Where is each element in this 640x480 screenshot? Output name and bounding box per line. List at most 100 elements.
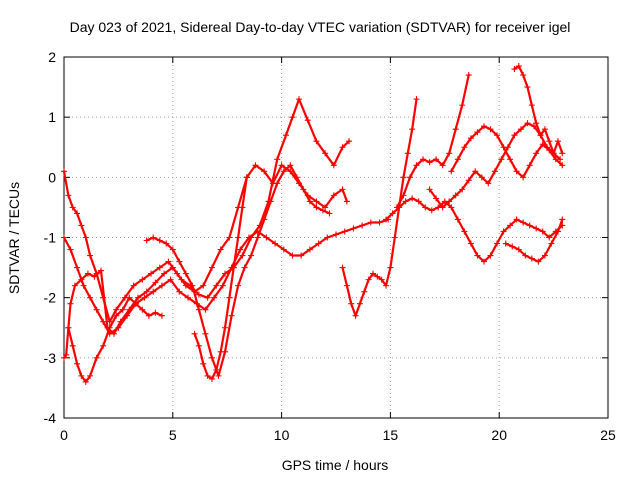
- data-point: [500, 144, 507, 151]
- x-axis-label: GPS time / hours: [282, 457, 389, 473]
- data-point: [239, 204, 246, 211]
- data-point: [541, 126, 548, 133]
- x-axis-ticks: 0 5 10 15 20 25: [60, 57, 616, 443]
- series-line: [513, 64, 564, 155]
- data-point: [226, 294, 233, 301]
- data-point: [439, 162, 446, 169]
- data-point: [433, 195, 440, 202]
- data-point: [409, 126, 416, 133]
- x-tick-label: 15: [383, 427, 399, 443]
- data-point: [208, 354, 215, 361]
- data-point: [393, 204, 400, 211]
- data-point: [280, 168, 287, 175]
- y-tick-label: 0: [48, 169, 56, 185]
- data-point: [413, 96, 420, 103]
- data-point: [413, 162, 420, 169]
- series-4: [65, 294, 165, 385]
- data-point: [452, 192, 459, 199]
- data-point: [515, 63, 522, 70]
- data-point: [282, 132, 289, 139]
- data-point: [274, 156, 281, 163]
- data-point: [409, 195, 416, 202]
- data-point: [235, 282, 242, 289]
- data-point: [313, 198, 320, 205]
- data-point: [480, 123, 487, 130]
- data-point: [163, 240, 170, 247]
- data-point: [130, 282, 137, 289]
- data-point: [254, 234, 261, 241]
- data-point: [507, 156, 514, 163]
- series-8: [383, 195, 566, 265]
- series-line: [341, 98, 418, 317]
- data-point: [141, 294, 148, 301]
- data-series: [61, 63, 566, 385]
- series-9: [393, 72, 472, 211]
- data-point: [374, 273, 381, 280]
- data-point: [333, 231, 339, 238]
- y-tick-label: -3: [44, 350, 57, 366]
- data-point: [448, 168, 455, 175]
- data-point: [215, 372, 222, 379]
- data-point: [533, 120, 540, 127]
- data-point: [359, 222, 366, 229]
- data-point: [339, 144, 346, 151]
- data-point: [100, 294, 107, 301]
- data-point: [202, 330, 209, 337]
- data-point: [217, 246, 224, 253]
- y-tick-label: -4: [44, 410, 57, 426]
- data-point: [339, 264, 346, 271]
- data-point: [115, 324, 122, 331]
- data-point: [200, 282, 207, 289]
- data-point: [306, 198, 313, 205]
- data-point: [341, 228, 348, 235]
- data-point: [228, 312, 235, 319]
- data-point: [346, 138, 353, 145]
- data-point: [176, 258, 183, 265]
- data-point: [87, 372, 94, 379]
- series-11: [448, 123, 566, 181]
- data-point: [267, 198, 274, 205]
- data-point: [350, 225, 357, 232]
- data-point: [465, 72, 472, 79]
- data-point: [235, 234, 242, 241]
- data-point: [480, 258, 487, 265]
- data-point: [554, 138, 561, 145]
- grid-lines: [64, 57, 608, 418]
- data-point: [487, 126, 494, 133]
- data-point: [176, 288, 183, 295]
- data-point: [513, 168, 520, 175]
- data-point: [343, 282, 350, 289]
- series-line: [62, 218, 390, 335]
- data-point: [113, 312, 120, 319]
- data-point: [461, 228, 468, 235]
- data-point: [474, 252, 481, 259]
- data-point: [217, 348, 224, 355]
- data-point: [465, 177, 472, 184]
- data-point: [550, 150, 557, 157]
- data-point: [537, 132, 544, 139]
- chart-title: Day 023 of 2021, Sidereal Day-to-day VTE…: [70, 19, 571, 35]
- data-point: [367, 219, 374, 226]
- data-point: [313, 204, 320, 211]
- data-point: [82, 378, 89, 385]
- data-point: [404, 150, 411, 157]
- data-point: [478, 174, 485, 181]
- data-point: [400, 192, 407, 199]
- data-point: [541, 252, 548, 259]
- data-point: [211, 294, 218, 301]
- data-point: [461, 144, 468, 151]
- data-point: [467, 135, 474, 142]
- data-point: [339, 186, 346, 193]
- data-point: [326, 210, 333, 217]
- data-point: [452, 126, 459, 133]
- data-point: [226, 234, 233, 241]
- data-point: [361, 288, 368, 295]
- data-point: [145, 312, 152, 319]
- series-line: [384, 197, 564, 263]
- series-7: [339, 96, 420, 319]
- data-point: [143, 237, 150, 244]
- data-point: [426, 159, 433, 166]
- data-point: [293, 174, 300, 181]
- data-point: [535, 258, 542, 265]
- data-point: [272, 240, 279, 247]
